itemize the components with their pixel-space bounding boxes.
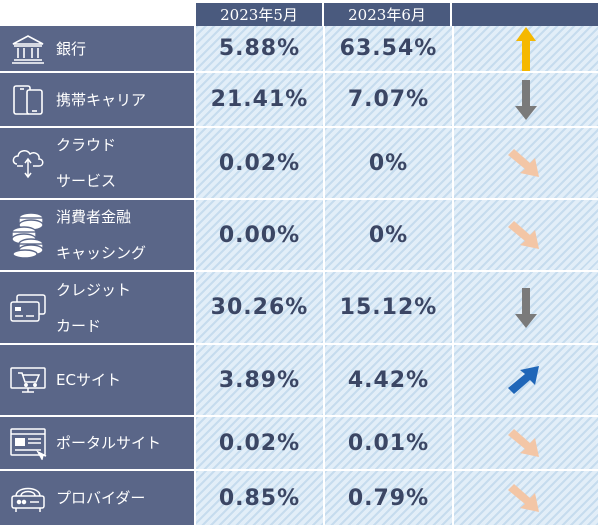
shopping-cart-monitor-icon xyxy=(0,345,56,415)
may-2023-value: 0.00% xyxy=(194,200,323,272)
table-row: ポータルサイト 0.02% 0.01% xyxy=(0,417,598,471)
may-2023-value: 0.02% xyxy=(194,128,323,200)
trend-down-right-arrow-icon xyxy=(508,221,539,249)
trend-cell xyxy=(452,471,598,527)
row-label-cell: クレジット カード xyxy=(0,272,194,345)
row-label-line: キャッシング xyxy=(56,244,147,262)
row-label: 携帯キャリア xyxy=(56,90,147,109)
row-label-cell: ECサイト xyxy=(0,345,194,417)
mobile-phones-icon xyxy=(0,73,56,126)
row-label: クラウド サービス xyxy=(56,127,116,199)
bank-icon xyxy=(0,26,56,71)
trend-down-right-arrow-icon xyxy=(508,484,539,512)
trend-cell xyxy=(452,26,598,73)
jun-2023-value: 0.01% xyxy=(323,417,452,471)
table-header: 2023年5月 2023年6月 xyxy=(196,3,598,26)
credit-card-icon xyxy=(0,272,56,343)
cloud-sync-icon xyxy=(0,128,56,198)
table-row: 消費者金融キャッシング 0.00% 0% xyxy=(0,200,598,272)
jun-2023-value: 63.54% xyxy=(323,26,452,73)
trend-down-right-arrow-icon xyxy=(508,429,539,457)
row-label-cell: プロバイダー xyxy=(0,471,194,527)
table-row: 銀行 5.88% 63.54% xyxy=(0,26,598,73)
row-label-line: 消費者金融 xyxy=(56,208,132,226)
column-header-jun-2023: 2023年6月 xyxy=(324,3,452,26)
row-label-cell: 携帯キャリア xyxy=(0,73,194,128)
jun-2023-value: 15.12% xyxy=(323,272,452,345)
row-label: 銀行 xyxy=(56,39,87,58)
column-header-trend xyxy=(452,3,598,26)
jun-2023-value: 0% xyxy=(323,128,452,200)
row-label-line: カード xyxy=(56,316,102,335)
row-label-cell: ポータルサイト xyxy=(0,417,194,471)
jun-2023-value: 0% xyxy=(323,200,452,272)
trend-down-arrow-icon xyxy=(515,79,537,120)
table-row: クラウドサービス 0.02% 0% xyxy=(0,128,598,200)
trend-up-right-arrow-icon xyxy=(508,366,539,394)
router-icon xyxy=(0,471,56,525)
row-label: クレジット カード xyxy=(56,272,131,344)
table-row: プロバイダー 0.85% 0.79% xyxy=(0,471,598,527)
trend-cell xyxy=(452,272,598,345)
trend-down-right-arrow-icon xyxy=(508,149,539,177)
jun-2023-value: 7.07% xyxy=(323,73,452,128)
may-2023-value: 0.02% xyxy=(194,417,323,471)
may-2023-value: 3.89% xyxy=(194,345,323,417)
row-label-line: クレジット xyxy=(56,280,132,299)
row-label: 消費者金融キャッシング xyxy=(56,199,146,271)
trend-down-arrow-icon xyxy=(515,287,537,328)
row-label-line: サービス xyxy=(56,172,117,190)
row-label-line: クラウド xyxy=(56,136,117,154)
column-header-may-2023: 2023年5月 xyxy=(196,3,324,26)
may-2023-value: 30.26% xyxy=(194,272,323,345)
trend-cell xyxy=(452,128,598,200)
coins-icon xyxy=(0,200,56,270)
trend-up-arrow-icon xyxy=(516,26,536,71)
row-label-cell: クラウド サービス xyxy=(0,128,194,200)
trend-cell xyxy=(452,417,598,471)
table-row: クレジットカード 30.26% 15.12% xyxy=(0,272,598,345)
may-2023-value: 5.88% xyxy=(194,26,323,73)
trend-cell xyxy=(452,73,598,128)
row-label: ECサイト xyxy=(56,371,121,389)
web-portal-icon xyxy=(0,417,56,469)
row-label-cell: 銀行 xyxy=(0,26,194,73)
row-label-cell: 消費者金融キャッシング xyxy=(0,200,194,272)
trend-cell xyxy=(452,345,598,417)
row-label: プロバイダー xyxy=(56,489,146,507)
table-row: 携帯キャリア 21.41% 7.07% xyxy=(0,73,598,128)
table-row: ECサイト 3.89% 4.42% xyxy=(0,345,598,417)
row-label: ポータルサイト xyxy=(56,434,162,452)
jun-2023-value: 4.42% xyxy=(323,345,452,417)
may-2023-value: 0.85% xyxy=(194,471,323,527)
may-2023-value: 21.41% xyxy=(194,73,323,128)
jun-2023-value: 0.79% xyxy=(323,471,452,527)
trend-cell xyxy=(452,200,598,272)
